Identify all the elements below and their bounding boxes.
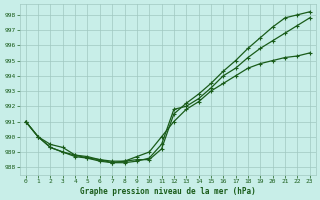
X-axis label: Graphe pression niveau de la mer (hPa): Graphe pression niveau de la mer (hPa) xyxy=(80,187,256,196)
